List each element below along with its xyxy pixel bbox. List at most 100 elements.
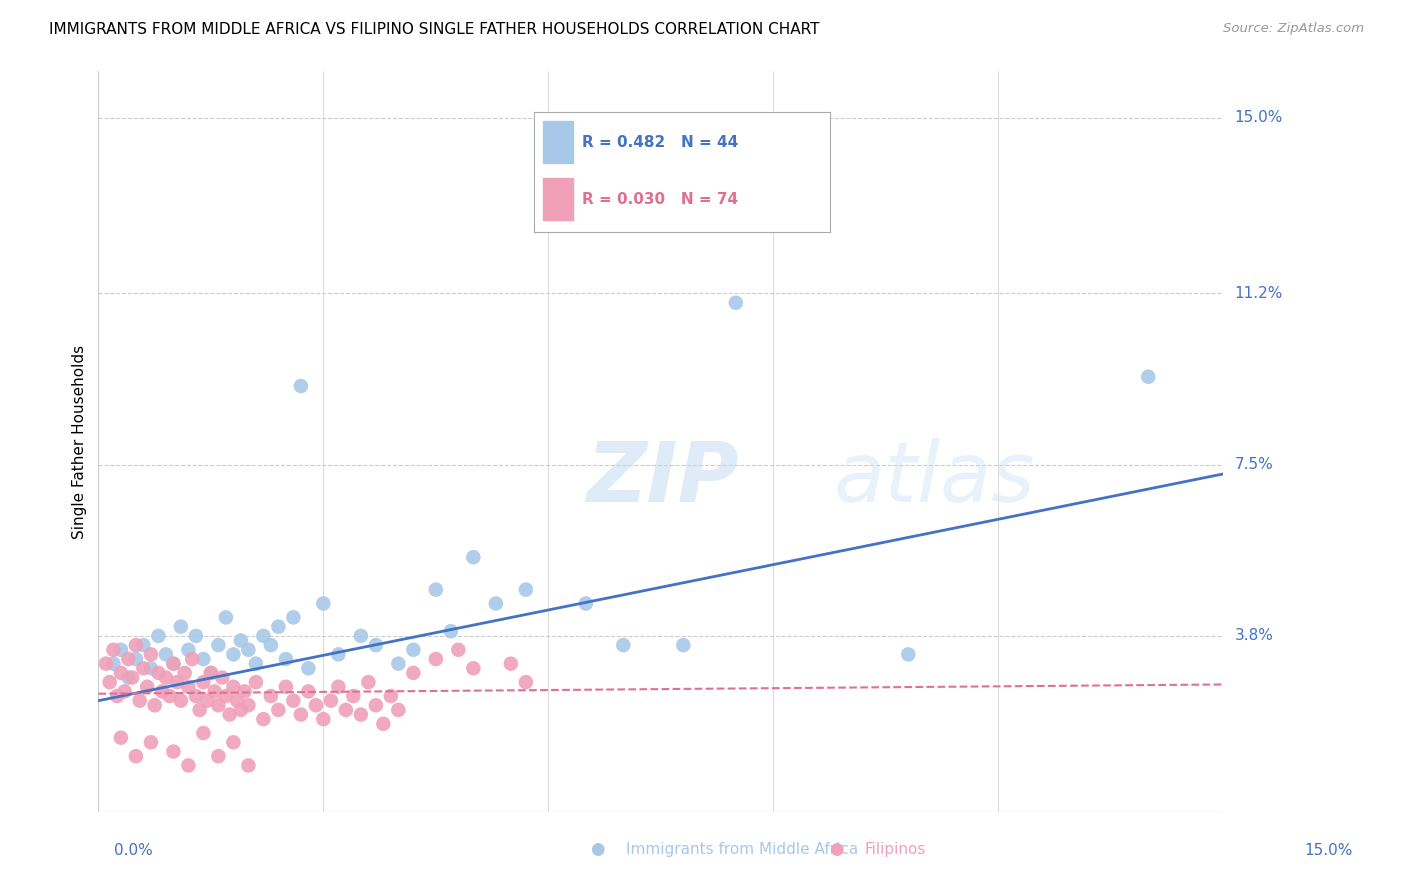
Point (114, 684, 136, 698)
Point (440, 624, 463, 639)
Point (150, 684, 173, 698)
Point (211, 671, 233, 685)
Point (425, 582, 447, 597)
Point (195, 694, 218, 708)
Text: Immigrants from Middle Africa: Immigrants from Middle Africa (626, 842, 858, 856)
Point (312, 597, 335, 611)
Point (238, 642, 260, 657)
Point (148, 665, 170, 680)
Point (222, 680, 245, 694)
Point (215, 689, 238, 703)
Point (110, 665, 132, 680)
Point (222, 735, 245, 749)
Point (110, 731, 132, 745)
Point (245, 675, 267, 690)
Point (1137, 369, 1160, 384)
Point (222, 648, 245, 662)
Point (117, 671, 139, 685)
Point (159, 689, 181, 703)
Point (238, 758, 260, 772)
Point (312, 712, 335, 726)
Point (155, 671, 177, 685)
Point (105, 689, 128, 703)
Point (305, 698, 328, 713)
Point (290, 379, 312, 393)
Point (184, 629, 207, 643)
Point (260, 689, 283, 703)
Text: atlas: atlas (834, 438, 1035, 519)
Point (207, 638, 229, 652)
Point (274, 680, 297, 694)
Text: R = 0.030   N = 74: R = 0.030 N = 74 (582, 192, 738, 207)
Point (207, 698, 229, 713)
Point (245, 657, 267, 671)
Point (110, 642, 132, 657)
Point (94, 657, 117, 671)
Point (177, 680, 200, 694)
Y-axis label: Single Father Households: Single Father Households (72, 344, 87, 539)
Point (143, 698, 166, 713)
Text: IMMIGRANTS FROM MIDDLE AFRICA VS FILIPINO SINGLE FATHER HOUSEHOLDS CORRELATION C: IMMIGRANTS FROM MIDDLE AFRICA VS FILIPIN… (49, 22, 820, 37)
Point (499, 657, 522, 671)
Point (155, 648, 177, 662)
Point (252, 712, 274, 726)
Point (238, 698, 260, 713)
Point (226, 694, 249, 708)
Point (128, 694, 150, 708)
Point (200, 665, 222, 680)
Point (98, 675, 121, 690)
Text: 15.0%: 15.0% (1234, 110, 1282, 125)
Point (350, 707, 373, 722)
Point (402, 665, 425, 680)
Point (184, 689, 207, 703)
Text: ●: ● (591, 840, 605, 858)
Point (218, 707, 240, 722)
Point (267, 619, 290, 633)
Point (724, 295, 747, 310)
Point (283, 694, 305, 708)
Text: 3.8%: 3.8% (1234, 628, 1274, 643)
Point (170, 694, 193, 708)
Point (200, 665, 222, 680)
Point (297, 661, 319, 675)
Point (136, 680, 159, 694)
Point (380, 689, 402, 703)
Point (193, 726, 215, 740)
Point (177, 642, 200, 657)
Point (193, 675, 215, 690)
Point (181, 652, 204, 666)
Point (402, 642, 425, 657)
Point (148, 629, 170, 643)
Point (252, 629, 274, 643)
Bar (543, 121, 572, 163)
Point (350, 629, 373, 643)
Point (328, 680, 350, 694)
Point (485, 597, 508, 611)
Point (125, 638, 148, 652)
Text: 0.0%: 0.0% (114, 843, 153, 858)
Point (166, 675, 188, 690)
Point (342, 689, 364, 703)
Point (463, 661, 485, 675)
Point (132, 638, 155, 652)
Point (229, 703, 252, 717)
Point (132, 661, 155, 675)
Point (463, 550, 485, 565)
Point (297, 684, 319, 698)
Point (188, 703, 211, 717)
Point (515, 675, 537, 690)
Point (672, 638, 695, 652)
Text: ●: ● (830, 840, 844, 858)
Point (290, 707, 312, 722)
Point (387, 703, 409, 717)
Text: 7.5%: 7.5% (1234, 458, 1274, 472)
Text: R = 0.482   N = 44: R = 0.482 N = 44 (582, 136, 738, 151)
Point (117, 652, 139, 666)
Point (139, 648, 162, 662)
Point (283, 610, 305, 624)
Point (447, 642, 470, 657)
Point (387, 657, 409, 671)
Point (229, 633, 252, 648)
Text: Source: ZipAtlas.com: Source: ZipAtlas.com (1223, 22, 1364, 36)
Point (215, 610, 238, 624)
